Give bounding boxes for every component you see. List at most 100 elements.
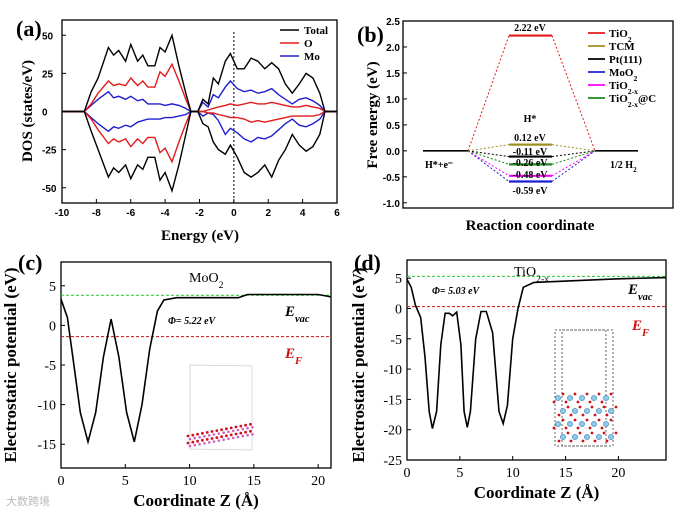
material-title: TiO2-x bbox=[514, 265, 549, 285]
y-tick-label: -5 bbox=[44, 359, 56, 374]
energy-value-label: -0.26 eV bbox=[513, 158, 549, 169]
dos-series-total-up bbox=[62, 32, 337, 113]
y-tick-label: 25 bbox=[42, 69, 54, 80]
evac-label-base: E bbox=[284, 304, 295, 320]
evac-label-sub: vac bbox=[295, 314, 310, 325]
oxygen-atom bbox=[225, 427, 228, 431]
y-tick-label: -10 bbox=[37, 399, 56, 414]
state-label-h-star: H* bbox=[524, 114, 537, 125]
connector-left bbox=[467, 35, 510, 152]
molybdenum-atom bbox=[251, 433, 254, 436]
oxygen-atom bbox=[576, 426, 580, 430]
y-tick-label: -50 bbox=[42, 184, 57, 195]
oxygen-atom bbox=[581, 439, 585, 443]
x-tick-label: -4 bbox=[161, 208, 170, 219]
molybdenum-atom bbox=[236, 435, 240, 439]
titanium-atom bbox=[596, 408, 602, 414]
state-label-initial: H*+e⁻ bbox=[425, 160, 453, 171]
panel-label-a: (a) bbox=[16, 16, 42, 41]
oxygen-atom bbox=[614, 431, 618, 435]
oxygen-atom bbox=[220, 428, 224, 432]
work-function-label: Φ= 5.22 eV bbox=[168, 316, 217, 327]
x-tick-label: 2 bbox=[265, 208, 271, 219]
oxygen-atom bbox=[210, 437, 214, 440]
y-tick-label: -25 bbox=[383, 454, 402, 469]
oxygen-atom bbox=[210, 430, 214, 433]
potential-curve bbox=[406, 276, 667, 429]
x-axis-title: Reaction coordinate bbox=[466, 218, 595, 234]
oxygen-atom bbox=[229, 433, 233, 437]
oxygen-atom bbox=[588, 400, 592, 404]
oxygen-atom bbox=[557, 413, 561, 417]
connector-right bbox=[551, 144, 596, 152]
oxygen-atom bbox=[229, 426, 233, 430]
molybdenum-atom bbox=[212, 433, 216, 436]
x-tick-label: 20 bbox=[611, 466, 625, 481]
state-label-final-sub: 2 bbox=[633, 166, 637, 174]
y-tick-label: -5 bbox=[390, 333, 402, 348]
material-title-sub: 2-x bbox=[536, 274, 549, 285]
y-axis-title: DOS (states/eV) bbox=[20, 60, 36, 162]
oxygen-atom bbox=[569, 439, 573, 443]
legend-label: TiO2-x bbox=[609, 80, 638, 96]
y-axis-title: Electrostatic potential (eV) bbox=[1, 267, 20, 462]
molybdenum-atom bbox=[193, 436, 197, 440]
y-tick-label: -0.5 bbox=[383, 173, 401, 184]
connector-left bbox=[467, 150, 510, 165]
oxygen-atom bbox=[593, 413, 597, 417]
legend-label-base: TiO bbox=[609, 93, 628, 105]
titanium-atom bbox=[555, 421, 561, 427]
energy-value-label: -0.48 eV bbox=[513, 170, 549, 181]
y-tick-label: 5 bbox=[395, 272, 402, 287]
oxygen-atom bbox=[614, 405, 618, 409]
ef-label-sub: F bbox=[294, 356, 302, 367]
ef-label: EF bbox=[631, 318, 649, 339]
y-tick-label: -10 bbox=[383, 363, 402, 378]
dos-series-mo-down bbox=[62, 110, 337, 143]
legend-label-base: TiO bbox=[609, 80, 628, 92]
oxygen-atom bbox=[196, 439, 200, 443]
titanium-atom bbox=[596, 434, 602, 440]
x-tick-label: 15 bbox=[559, 466, 573, 481]
oxygen-atom bbox=[205, 431, 209, 434]
oxygen-atom bbox=[609, 392, 613, 396]
oxygen-atom bbox=[597, 418, 601, 422]
y-tick-label: 0 bbox=[395, 302, 402, 317]
oxygen-atom bbox=[605, 439, 609, 443]
dos-series-o-down bbox=[62, 110, 337, 164]
oxygen-atom bbox=[581, 413, 585, 417]
x-tick-label: -6 bbox=[126, 208, 135, 219]
titanium-atom bbox=[584, 434, 590, 440]
legend-label-suffix: @C bbox=[638, 93, 656, 105]
x-tick-label: 10 bbox=[506, 466, 520, 481]
molybdenum-atom bbox=[246, 433, 249, 437]
evac-label-sub: vac bbox=[638, 292, 653, 303]
moo2-slab-structure-inset bbox=[186, 364, 254, 451]
oxygen-atom bbox=[566, 405, 570, 409]
potential-curve bbox=[60, 293, 332, 446]
molybdenum-atom bbox=[217, 439, 221, 442]
oxygen-atom bbox=[191, 440, 195, 444]
x-axis-title: Coordinate Z (Å) bbox=[133, 491, 259, 510]
legend-label-sub: 2-x bbox=[628, 100, 638, 109]
panel-label: (d) bbox=[354, 250, 381, 275]
y-tick-label: 0.0 bbox=[386, 147, 400, 158]
oxygen-atom bbox=[239, 431, 243, 435]
y-tick-label: 0 bbox=[42, 108, 48, 119]
state-label-final: 1/2 H2 bbox=[610, 160, 637, 174]
oxygen-atom bbox=[239, 424, 243, 428]
legend-label-base: MoO bbox=[609, 67, 634, 79]
connector-right bbox=[551, 35, 596, 152]
oxygen-atom bbox=[215, 429, 219, 432]
x-axis-title: Coordinate Z (Å) bbox=[474, 483, 600, 502]
oxygen-atom bbox=[244, 423, 248, 427]
oxygen-atom bbox=[220, 435, 224, 439]
legend-label: MoO2 bbox=[609, 67, 637, 83]
x-tick-label: -10 bbox=[55, 208, 70, 219]
y-tick-label: -20 bbox=[383, 424, 402, 439]
dos-series-total-down bbox=[62, 110, 337, 194]
evac-label-base: E bbox=[627, 282, 638, 298]
oxygen-atom bbox=[225, 434, 228, 438]
unit-cell-box-inner bbox=[561, 329, 607, 447]
oxygen-atom bbox=[186, 434, 190, 438]
